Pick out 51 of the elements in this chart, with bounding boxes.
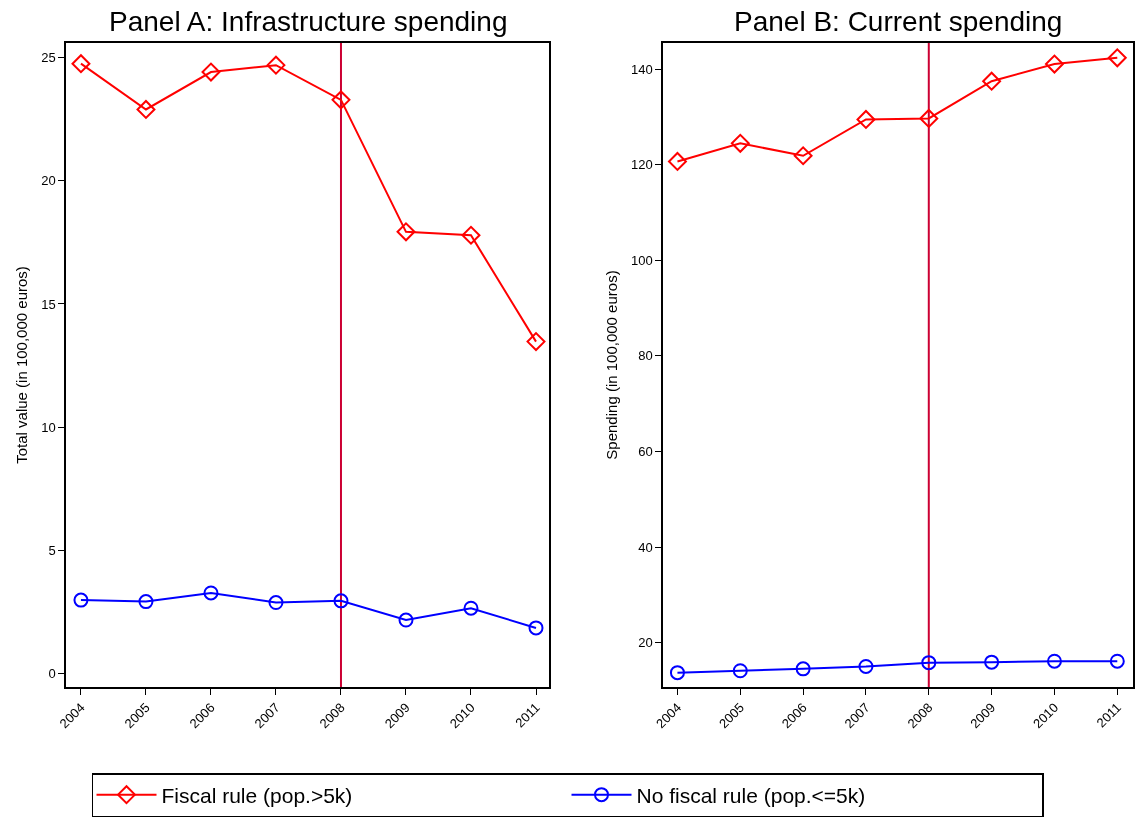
point — [528, 620, 544, 636]
point — [795, 661, 811, 677]
point — [982, 71, 1002, 91]
point — [333, 593, 349, 609]
point — [1045, 54, 1064, 74]
point — [463, 600, 479, 616]
y-axis-title: Total value (in 100,000 euros) — [12, 266, 30, 464]
y-tick-label: 20 — [638, 635, 653, 651]
point — [201, 62, 221, 82]
y-tick-label: 140 — [630, 61, 653, 77]
point — [398, 612, 414, 628]
y-tick-label: 15 — [41, 296, 56, 312]
point — [921, 655, 937, 671]
y-tick-label: 0 — [48, 665, 56, 681]
point — [730, 133, 750, 153]
y-tick-label: 60 — [638, 444, 653, 460]
point — [136, 100, 156, 119]
y-tick-label: 5 — [48, 542, 56, 558]
legend-label: No fiscal rule (pop.<=5k) — [636, 783, 866, 807]
y-tick-label: 100 — [630, 252, 653, 268]
legend-label: Fiscal rule (pop.>5k) — [161, 783, 353, 807]
point — [526, 332, 546, 352]
y-tick-label: 25 — [41, 50, 56, 66]
point — [331, 90, 351, 110]
point — [71, 54, 91, 74]
point — [266, 55, 286, 75]
y-tick-label: 80 — [638, 348, 653, 364]
point — [73, 592, 89, 608]
y-axis-title: Spending (in 100,000 euros) — [602, 270, 620, 460]
y-tick-label: 120 — [630, 157, 653, 173]
point — [396, 222, 416, 242]
point — [138, 594, 154, 610]
y-tick-label: 20 — [41, 173, 56, 189]
point — [203, 585, 219, 601]
y-tick-label: 40 — [638, 539, 653, 555]
point — [1107, 48, 1127, 68]
point — [1046, 653, 1062, 669]
point — [268, 595, 284, 611]
y-tick-label: 10 — [41, 419, 56, 435]
point — [1109, 653, 1125, 669]
point — [793, 146, 813, 166]
point — [669, 665, 685, 681]
chart-title: Panel B: Current spending — [734, 6, 1063, 37]
chart-title: Panel A: Infrastructure spending — [109, 6, 508, 37]
point — [856, 109, 876, 129]
point — [461, 225, 481, 245]
point — [732, 663, 748, 679]
point — [858, 658, 874, 674]
point — [984, 654, 1000, 670]
point — [668, 152, 687, 171]
point — [919, 109, 939, 128]
